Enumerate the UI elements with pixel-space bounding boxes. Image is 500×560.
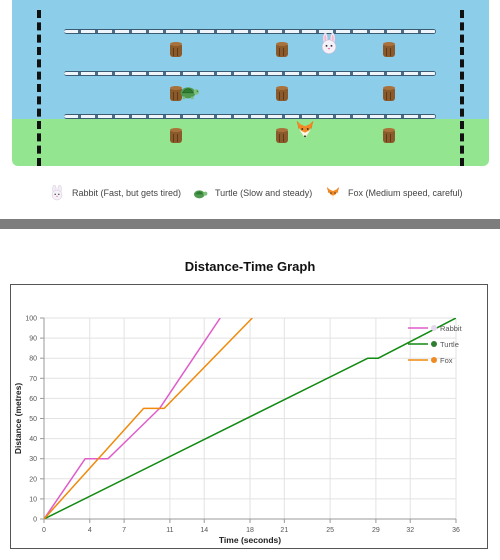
turtle-icon (180, 87, 200, 100)
x-tick-label: 7 (122, 527, 126, 534)
fox-icon (327, 187, 339, 200)
y-tick-label: 100 (25, 316, 37, 323)
y-axis-label: Distance (metres) (13, 383, 23, 455)
start-line (37, 10, 41, 166)
legend-turtle-label: Turtle (Slow and steady) (215, 188, 313, 198)
lane-divider (64, 71, 436, 76)
section-divider (0, 219, 500, 229)
checkpoint-stump (170, 86, 182, 101)
race-track (12, 0, 489, 166)
y-tick-label: 30 (29, 456, 37, 463)
legend-fox-label: Fox (Medium speed, careful) (348, 188, 463, 198)
rabbit-icon (51, 185, 63, 201)
checkpoint-stump (276, 86, 288, 101)
y-tick-label: 60 (29, 396, 37, 403)
grass-area (12, 119, 489, 166)
rabbit-icon (431, 325, 437, 331)
checkpoint-stump (383, 128, 395, 143)
checkpoint-stump (170, 128, 182, 143)
y-tick-label: 40 (29, 436, 37, 443)
x-tick-label: 21 (280, 527, 288, 534)
lane-divider (64, 29, 436, 34)
y-tick-label: 20 (29, 476, 37, 483)
y-tick-label: 0 (33, 517, 37, 524)
checkpoint-stump (383, 86, 395, 101)
turtle-icon (431, 341, 437, 347)
legend-label-turtle: Turtle (440, 340, 459, 349)
turtle-icon (194, 190, 208, 199)
x-tick-label: 36 (452, 527, 460, 534)
series-line-rabbit (44, 318, 221, 519)
x-tick-label: 18 (246, 527, 254, 534)
y-tick-label: 10 (29, 496, 37, 503)
chart-title: Distance-Time Graph (184, 259, 316, 274)
legend-turtle: Turtle (Slow and steady) (192, 185, 312, 201)
legend-rabbit-label: Rabbit (Fast, but gets tired) (72, 188, 182, 198)
x-tick-label: 4 (88, 527, 92, 534)
x-tick-label: 32 (406, 527, 414, 534)
series-line-fox (44, 318, 253, 519)
legend-label-fox: Fox (440, 356, 453, 365)
water-area (12, 0, 489, 119)
x-tick-label: 14 (200, 527, 208, 534)
checkpoint-stump (276, 42, 288, 57)
checkpoint-stump (276, 128, 288, 143)
legend-fox: Fox (Medium speed, careful) (325, 185, 463, 201)
rabbit-icon (321, 33, 337, 54)
distance-time-chart: 0 10 20 30 40 50 60 70 80 90 100 0 4 7 11 14 18 21 25 29 32 3… (13, 316, 463, 546)
x-axis-label: Time (seconds) (219, 535, 281, 545)
fox-icon (431, 357, 437, 363)
legend-label-rabbit: Rabbit (440, 324, 463, 333)
y-tick-label: 70 (29, 376, 37, 383)
checkpoint-stump (170, 42, 182, 57)
fox-icon (296, 120, 314, 139)
series-line-turtle (44, 318, 456, 519)
legend-rabbit: Rabbit (Fast, but gets tired) (49, 185, 181, 201)
y-tick-label: 90 (29, 336, 37, 343)
checkpoint-stump (383, 42, 395, 57)
x-tick-label: 29 (372, 527, 380, 534)
x-tick-label: 0 (42, 527, 46, 534)
x-tick-label: 25 (326, 527, 334, 534)
y-tick-label: 80 (29, 356, 37, 363)
y-tick-label: 50 (29, 416, 37, 423)
lane-divider (64, 114, 436, 119)
finish-line (460, 10, 464, 166)
x-tick-label: 11 (166, 527, 173, 534)
chart-frame (10, 284, 488, 549)
